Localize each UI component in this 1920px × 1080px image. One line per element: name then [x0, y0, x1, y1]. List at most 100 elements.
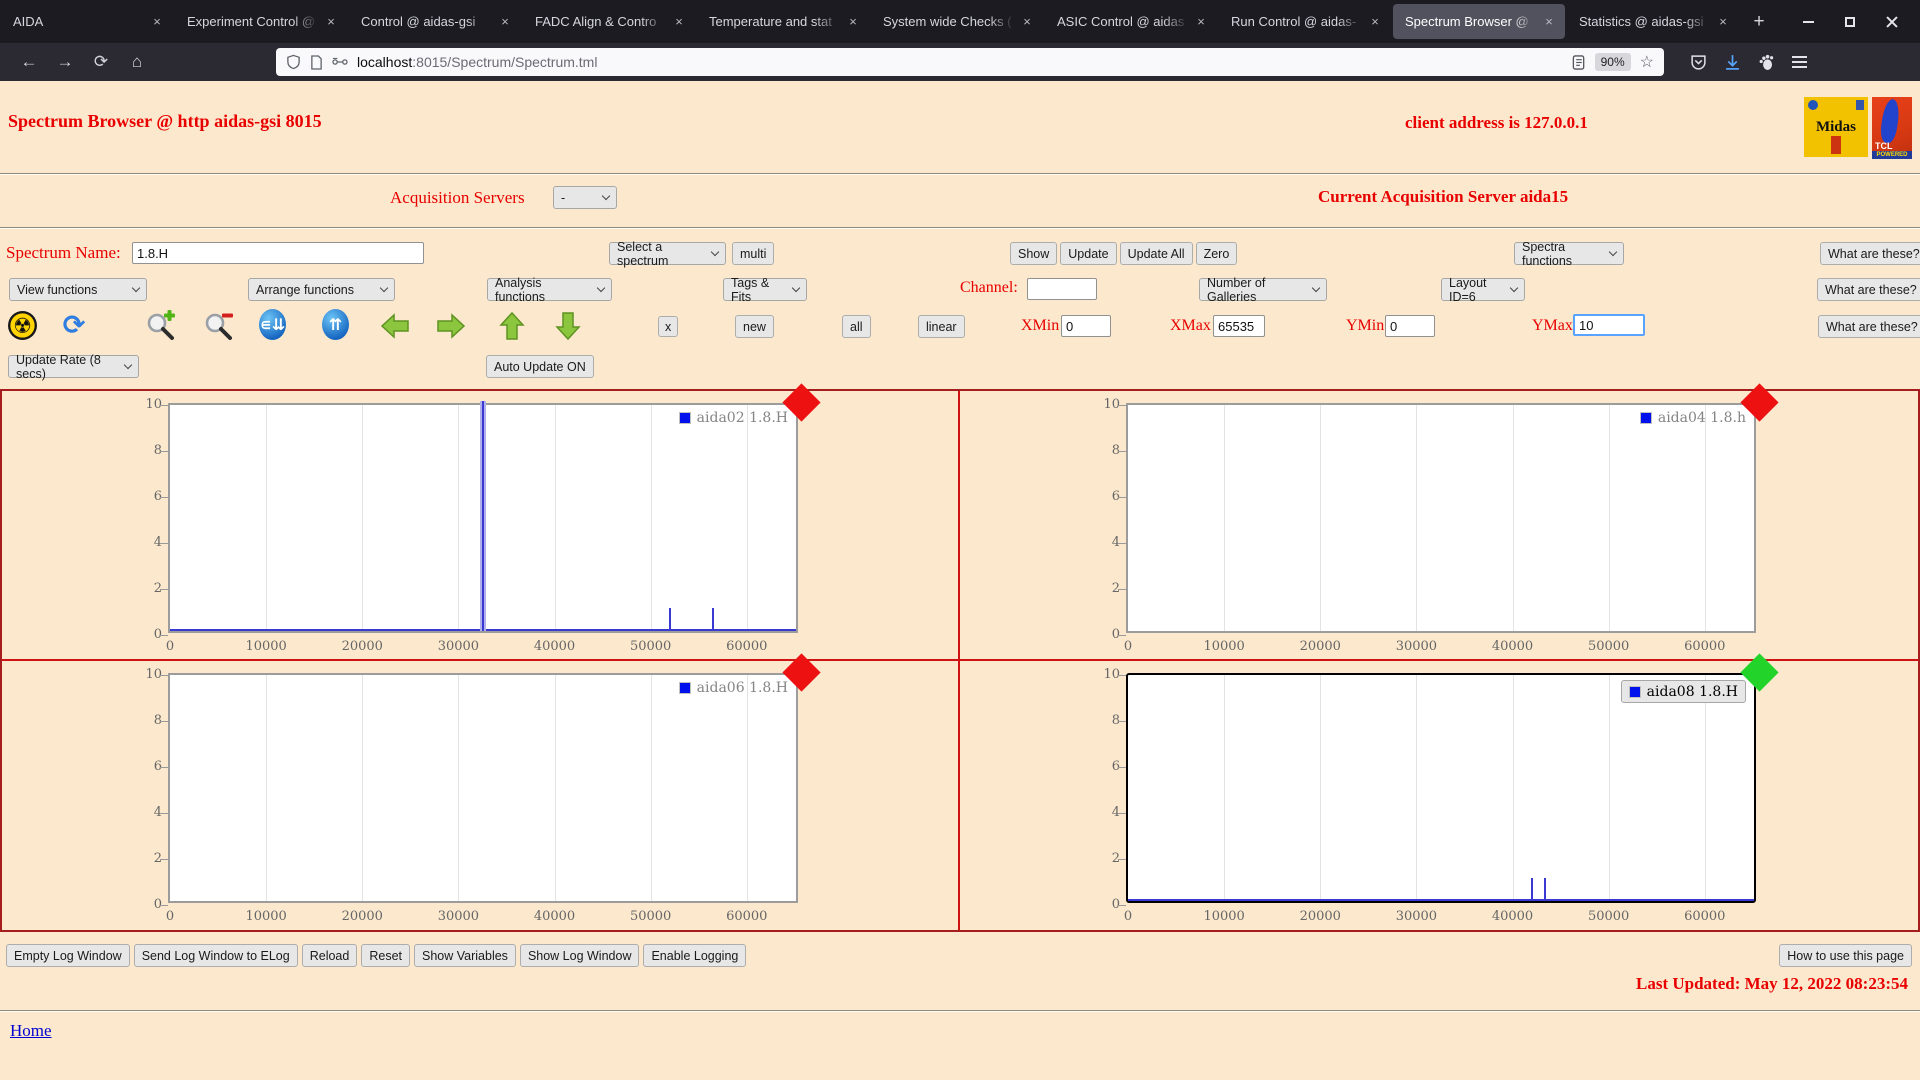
zero-button[interactable]: Zero: [1195, 242, 1238, 265]
bookmark-star-icon[interactable]: ☆: [1639, 54, 1654, 71]
tab-close-icon[interactable]: ×: [153, 14, 161, 29]
update-rate-dropdown[interactable]: Update Rate (8 secs): [8, 353, 139, 381]
reload-button[interactable]: Reload: [301, 944, 358, 967]
home-link[interactable]: Home: [10, 1021, 52, 1040]
multi-button[interactable]: multi: [732, 242, 775, 265]
reload-icon[interactable]: ⟳: [93, 52, 109, 71]
analysis-functions-dropdown[interactable]: Analysis functions: [487, 276, 612, 304]
what-are-these-button-row3[interactable]: What are these?: [1818, 315, 1920, 338]
what-are-these-button-row1[interactable]: What are these?: [1820, 242, 1920, 265]
all-button[interactable]: all: [842, 315, 871, 338]
plot-area[interactable]: aida02 1.8.H: [168, 401, 798, 633]
gnome-foot-icon[interactable]: [1758, 54, 1775, 71]
channel-input[interactable]: [1027, 278, 1097, 300]
tags-fits-dropdown[interactable]: Tags & Fits: [723, 276, 807, 304]
page-info-icon[interactable]: [310, 54, 323, 70]
layout-id-dropdown[interactable]: Layout ID=6: [1441, 276, 1525, 304]
acquisition-servers-label: Acquisition Servers: [390, 188, 525, 207]
arrow-down-icon[interactable]: [552, 310, 584, 342]
send-log-window-to-elog-button[interactable]: Send Log Window to ELog: [133, 944, 298, 967]
menu-hamburger-icon[interactable]: [1792, 53, 1807, 71]
tab-close-icon[interactable]: ×: [501, 14, 509, 29]
shield-permissions-icon[interactable]: [286, 54, 301, 70]
xmin-input[interactable]: [1061, 315, 1111, 337]
url-bar[interactable]: localhost:8015/Spectrum/Spectrum.tml 90%…: [276, 48, 1664, 76]
tab-aida[interactable]: AIDA ×: [1, 4, 173, 39]
tab-close-icon[interactable]: ×: [1023, 14, 1031, 29]
x-button[interactable]: x: [658, 316, 679, 337]
zoom-in-icon[interactable]: [144, 309, 176, 341]
home-icon[interactable]: ⌂: [131, 52, 143, 71]
pocket-save-icon[interactable]: [1690, 54, 1707, 71]
maximize-icon[interactable]: [1836, 8, 1864, 36]
enable-logging-button[interactable]: Enable Logging: [643, 944, 747, 967]
tab-run-control-aidas[interactable]: Run Control @ aidas- ×: [1219, 4, 1391, 39]
reset-button[interactable]: Reset: [361, 944, 410, 967]
scroll-up-icon[interactable]: ⇈: [322, 309, 349, 340]
plot-area[interactable]: aida04 1.8.h: [1126, 403, 1756, 633]
tab-control-aidas-gsi[interactable]: Control @ aidas-gsi ×: [349, 4, 521, 39]
tab-close-icon[interactable]: ×: [849, 14, 857, 29]
reader-mode-icon[interactable]: [1572, 54, 1586, 70]
tab-system-wide-checks[interactable]: System wide Checks (×: [871, 4, 1043, 39]
spectrum-name-input[interactable]: [132, 242, 424, 264]
view-functions-dropdown[interactable]: View functions: [9, 278, 147, 301]
spectrum-panel-aida02[interactable]: aida02 1.8.H 0 10000 20000 30000 40000 50000 60…: [2, 383, 960, 661]
x-tick-label: 30000: [1395, 909, 1438, 924]
spectra-functions-dropdown[interactable]: Spectra functions: [1514, 240, 1624, 268]
zoom-out-icon[interactable]: [202, 309, 234, 341]
ymax-input[interactable]: [1573, 314, 1645, 336]
back-icon[interactable]: ←: [20, 52, 38, 71]
url-text[interactable]: localhost:8015/Spectrum/Spectrum.tml: [357, 54, 598, 70]
tab-fadc-align-contro[interactable]: FADC Align & Contro ×: [523, 4, 695, 39]
xmax-label: XMax: [1170, 317, 1211, 334]
tab-statistics-aidas-gsi[interactable]: Statistics @ aidas-gsi ×: [1567, 4, 1739, 39]
tab-experiment-control[interactable]: Experiment Control @ ×: [175, 4, 347, 39]
show-variables-button[interactable]: Show Variables: [414, 944, 516, 967]
tab-close-icon[interactable]: ×: [1197, 14, 1205, 29]
linear-button[interactable]: linear: [918, 315, 965, 338]
auto-update-button[interactable]: Auto Update ON: [486, 355, 594, 378]
what-are-these-button-row2[interactable]: What are these?: [1817, 278, 1920, 301]
arrow-up-icon[interactable]: [496, 310, 528, 342]
new-button[interactable]: new: [735, 315, 774, 338]
zoom-level-badge[interactable]: 90%: [1594, 53, 1631, 71]
arrow-left-icon[interactable]: [379, 310, 411, 342]
update-all-button[interactable]: Update All: [1119, 242, 1193, 265]
spectrum-panel-aida06[interactable]: aida06 1.8.H 0 10000 20000 30000 40000 50000 60…: [2, 653, 960, 930]
show-button[interactable]: Show: [1010, 242, 1058, 265]
xmax-input[interactable]: [1213, 315, 1265, 337]
number-of-galleries-dropdown[interactable]: Number of Galleries: [1199, 276, 1327, 304]
tab-close-icon[interactable]: ×: [1545, 14, 1553, 29]
spectrum-panel-aida04[interactable]: aida04 1.8.h 0 10000 20000 30000 40000 50000 60…: [960, 383, 1918, 661]
arrange-functions-dropdown[interactable]: Arrange functions: [248, 278, 395, 301]
select-spectrum-dropdown[interactable]: Select a spectrum: [609, 240, 726, 268]
spectrum-panel-aida08[interactable]: aida08 1.8.H 0 10000 20000 30000 40000 50000 60…: [960, 653, 1918, 930]
update-button[interactable]: Update: [1060, 242, 1117, 265]
refresh-icon[interactable]: ⟳: [62, 309, 86, 341]
scroll-down-icon[interactable]: ∊︎⇊: [259, 309, 286, 340]
localhost-plug-icon[interactable]: [332, 56, 348, 68]
arrow-right-icon[interactable]: [435, 310, 467, 342]
tab-temperature-and-stat[interactable]: Temperature and stat ×: [697, 4, 869, 39]
how-to-use-button[interactable]: How to use this page: [1779, 944, 1912, 967]
plot-area[interactable]: aida08 1.8.H: [1126, 673, 1756, 903]
download-icon[interactable]: [1724, 54, 1741, 71]
acquisition-servers-select[interactable]: -: [553, 186, 617, 209]
forward-icon[interactable]: →: [56, 52, 74, 71]
tab-close-icon[interactable]: ×: [1719, 14, 1727, 29]
tab-close-icon[interactable]: ×: [675, 14, 683, 29]
empty-log-window-button[interactable]: Empty Log Window: [6, 944, 130, 967]
tab-asic-control-aidas[interactable]: ASIC Control @ aidas ×: [1045, 4, 1217, 39]
tab-title: FADC Align & Contro: [535, 14, 657, 29]
new-tab-button[interactable]: +: [1753, 10, 1765, 32]
minimize-icon[interactable]: [1794, 8, 1822, 36]
show-log-window-button[interactable]: Show Log Window: [519, 944, 640, 967]
tab-close-icon[interactable]: ×: [327, 14, 335, 29]
plot-area[interactable]: aida06 1.8.H: [168, 673, 798, 903]
tab-spectrum-browser[interactable]: Spectrum Browser @ ×: [1393, 4, 1565, 39]
close-icon[interactable]: [1878, 8, 1906, 36]
ymin-input[interactable]: [1385, 315, 1435, 337]
radiation-icon[interactable]: ☢: [8, 311, 37, 340]
tab-close-icon[interactable]: ×: [1371, 14, 1379, 29]
